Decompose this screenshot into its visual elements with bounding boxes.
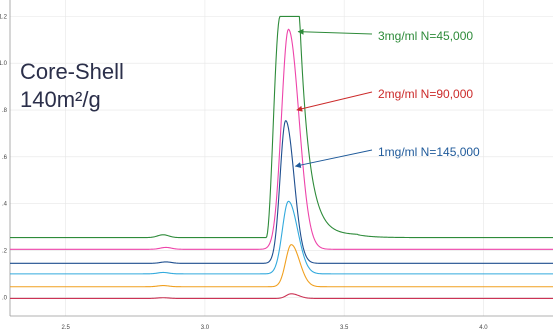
series-line-4 (10, 28, 553, 250)
title-line-1: Core-Shell (20, 59, 124, 84)
series-line-3 (10, 120, 553, 264)
y-tick-label: 1.2 (0, 14, 8, 20)
y-tick-label: 1.0 (0, 61, 8, 67)
x-tick-label: 4.0 (479, 325, 488, 331)
annotation-arrow (297, 28, 373, 35)
x-tick-label: 2.5 (62, 325, 71, 331)
y-tick-label: .6 (2, 155, 8, 161)
annotation-label: 2mg/ml N=90,000 (378, 87, 473, 101)
series-line-5 (10, 15, 553, 239)
x-tick-label: 3.5 (340, 325, 349, 331)
annotation-label: 3mg/ml N=45,000 (378, 29, 473, 43)
chart-title: Core-Shell 140m²/g (20, 59, 124, 112)
y-tick-label: .2 (2, 248, 8, 254)
annotations: 3mg/ml N=45,000 2mg/ml N=90,000 1mg/ml N=1… (294, 28, 480, 169)
x-tick-label: 3.0 (201, 325, 210, 331)
series-line-1 (10, 244, 553, 288)
tick-labels: 2.5 3.0 3.5 4.0 .0 .2 .4 .6 .8 1.0 1.2 (0, 14, 488, 331)
annotation-label: 1mg/ml N=145,000 (378, 145, 480, 159)
title-line-2: 140m²/g (20, 87, 101, 112)
y-tick-label: .8 (2, 108, 8, 114)
series-layer (10, 15, 553, 299)
series-line-2 (10, 200, 553, 275)
y-tick-label: .0 (2, 295, 8, 301)
annotation-arrow (296, 91, 373, 112)
series-line-0 (10, 293, 553, 299)
y-tick-label: .4 (2, 202, 8, 208)
annotation-arrow (294, 149, 373, 169)
